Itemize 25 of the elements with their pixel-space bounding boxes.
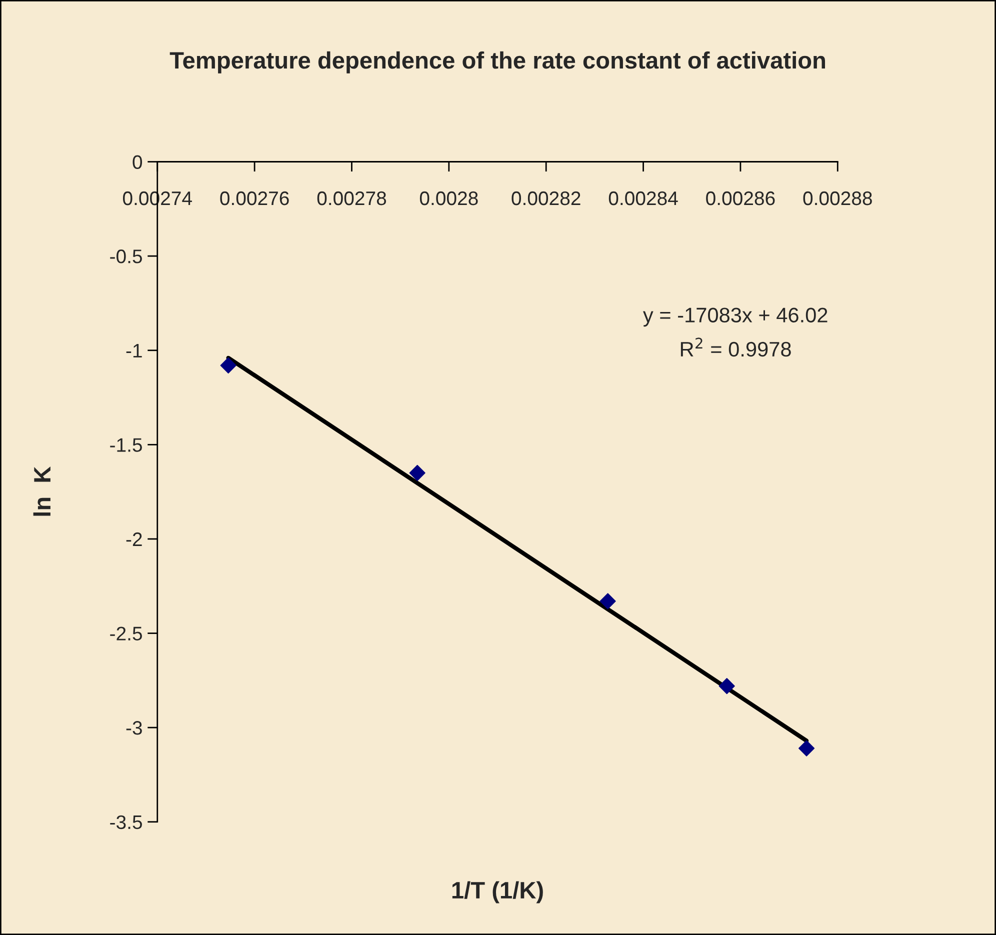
- x-tick-label: 0.00282: [512, 191, 580, 206]
- y-tick-label: -3.5: [110, 815, 142, 830]
- annotation: R$^{2}$ = 0.9978: [680, 338, 791, 357]
- point: [409, 464, 426, 481]
- x-tick-label: 0.0028: [420, 191, 478, 206]
- y-tick-label: -3: [126, 721, 142, 735]
- x-tick-label: 0.00276: [220, 191, 289, 206]
- x-tick-label: 0.00278: [317, 191, 386, 206]
- point: [600, 593, 616, 610]
- y-axis-title: ln K: [33, 466, 50, 516]
- x-tick-label: 0.00286: [706, 191, 775, 206]
- y-tick-label: -1.5: [110, 438, 142, 452]
- chart-title: Temperature dependence of the rate constant of activation: [170, 51, 826, 74]
- y-tick-label: -2.5: [110, 626, 142, 640]
- y-tick-label: -2: [126, 532, 142, 546]
- x-tick-label: 0.00288: [803, 191, 872, 206]
- annotation: y = -17083x + 46.02: [642, 308, 828, 327]
- y-tick-label: 0: [132, 155, 142, 169]
- point: [718, 678, 735, 694]
- x-tick-label: 0.00284: [608, 191, 678, 206]
- y-tick-label: -1: [126, 344, 142, 358]
- y-tick-label: -0.5: [110, 250, 142, 264]
- x-axis-title: 1/T (1/K): [452, 881, 543, 904]
- point: [220, 357, 236, 374]
- point: [798, 740, 815, 756]
